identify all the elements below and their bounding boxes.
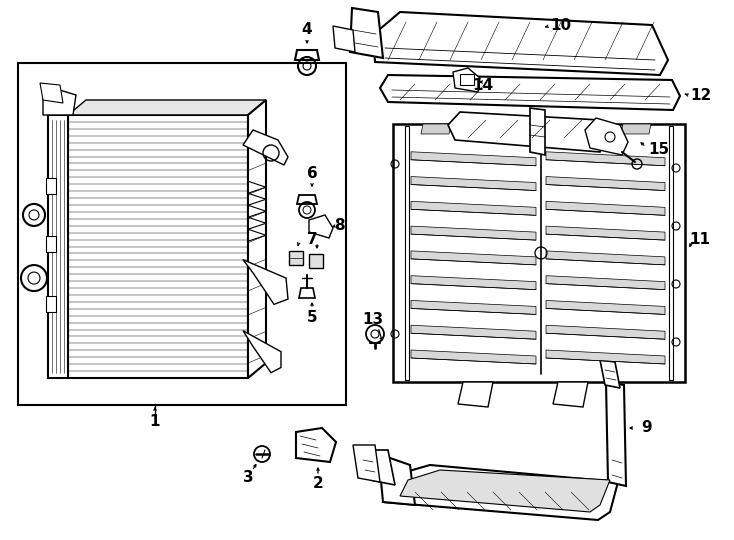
Polygon shape [411,177,536,191]
Polygon shape [309,254,323,268]
Polygon shape [353,445,380,482]
Polygon shape [46,296,56,312]
Polygon shape [521,124,551,134]
Polygon shape [365,450,395,485]
Polygon shape [606,382,626,486]
Polygon shape [453,68,480,92]
Polygon shape [297,195,317,204]
Polygon shape [68,100,266,115]
Polygon shape [553,382,588,407]
Text: 4: 4 [302,23,312,37]
Text: 9: 9 [642,421,653,435]
Polygon shape [411,201,536,215]
Polygon shape [43,87,76,115]
Polygon shape [380,458,415,505]
Polygon shape [299,288,315,298]
Polygon shape [546,350,665,364]
Polygon shape [471,124,501,134]
Polygon shape [546,226,665,240]
Polygon shape [296,428,336,462]
Bar [18,63,346,405]
Polygon shape [333,26,355,52]
Polygon shape [400,470,610,512]
Polygon shape [295,50,319,60]
Polygon shape [546,251,665,265]
Bar [405,126,409,380]
Polygon shape [546,325,665,339]
Polygon shape [546,177,665,191]
Polygon shape [458,382,493,407]
Polygon shape [243,330,281,373]
Text: 15: 15 [648,143,669,158]
Polygon shape [600,360,620,388]
Polygon shape [48,115,68,378]
Polygon shape [411,350,536,364]
Polygon shape [621,124,651,134]
Polygon shape [243,260,288,305]
Polygon shape [46,236,56,252]
Polygon shape [411,152,536,166]
Polygon shape [350,8,383,58]
Polygon shape [448,112,606,152]
Polygon shape [411,251,536,265]
Text: 11: 11 [689,233,711,247]
Polygon shape [571,124,601,134]
Polygon shape [248,100,266,378]
Polygon shape [546,152,665,166]
Text: 1: 1 [150,415,160,429]
Polygon shape [289,251,303,265]
Polygon shape [546,300,665,314]
Polygon shape [411,275,536,289]
Text: 6: 6 [307,165,317,180]
Polygon shape [46,178,56,194]
Text: 8: 8 [334,218,344,233]
Bar [393,124,685,382]
Polygon shape [421,124,451,134]
Polygon shape [585,118,628,155]
Text: 14: 14 [472,78,493,92]
Polygon shape [546,201,665,215]
Polygon shape [411,300,536,314]
Polygon shape [546,275,665,289]
Polygon shape [411,325,536,339]
Polygon shape [243,130,288,165]
Bar [669,126,673,380]
Text: 5: 5 [307,309,317,325]
Text: 3: 3 [243,470,253,485]
Polygon shape [68,115,248,378]
Text: 2: 2 [313,476,324,490]
Bar [460,74,474,85]
Text: 10: 10 [550,18,571,33]
Polygon shape [530,108,545,155]
Polygon shape [373,12,668,75]
Polygon shape [309,215,333,238]
Polygon shape [383,465,618,520]
Text: 12: 12 [690,87,711,103]
Polygon shape [380,75,680,110]
Polygon shape [40,83,63,103]
Text: 7: 7 [307,233,317,247]
Polygon shape [411,226,536,240]
Text: 13: 13 [363,313,384,327]
